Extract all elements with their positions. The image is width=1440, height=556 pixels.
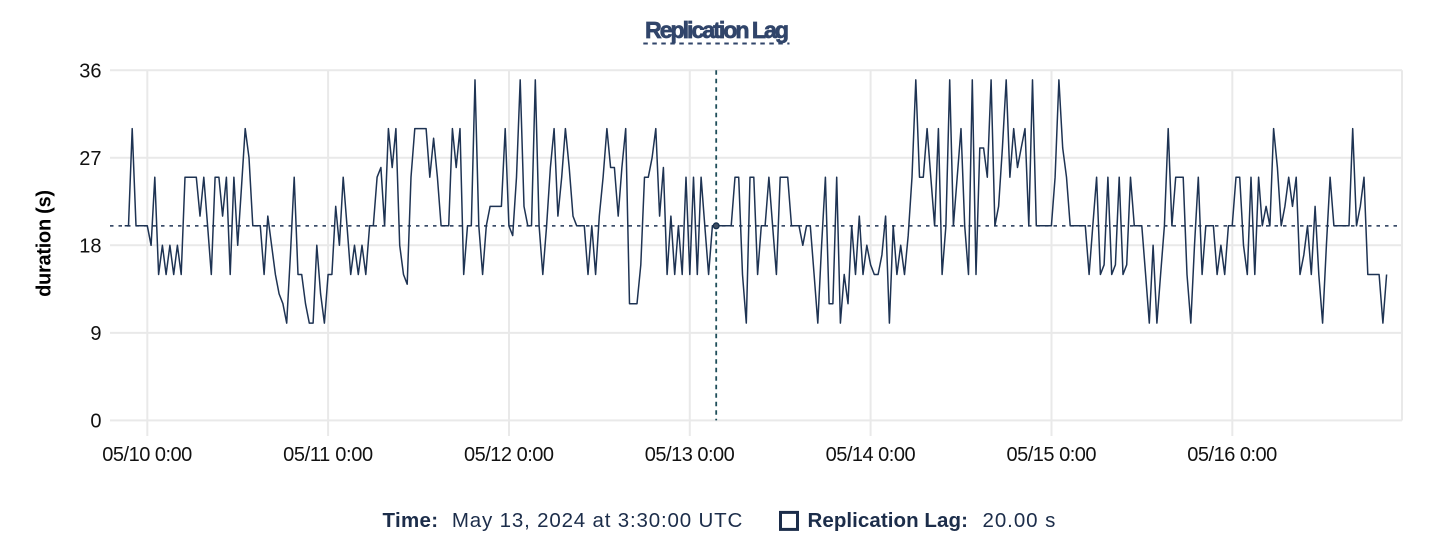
- svg-text:05/10 0:00: 05/10 0:00: [102, 444, 192, 466]
- svg-text:05/14 0:00: 05/14 0:00: [826, 444, 916, 466]
- svg-text:05/13 0:00: 05/13 0:00: [645, 444, 735, 466]
- svg-text:05/16 0:00: 05/16 0:00: [1187, 444, 1277, 466]
- svg-text:Time:: Time:: [383, 509, 439, 532]
- svg-text:duration (s): duration (s): [34, 190, 56, 297]
- svg-text:18: 18: [79, 236, 101, 258]
- svg-text:Replication Lag: Replication Lag: [645, 17, 789, 43]
- svg-text:27: 27: [79, 148, 101, 170]
- svg-text:0: 0: [90, 411, 101, 433]
- svg-text:May 13, 2024 at 3:30:00 UTC: May 13, 2024 at 3:30:00 UTC: [452, 509, 743, 532]
- svg-text:20.00 s: 20.00 s: [983, 509, 1056, 532]
- svg-text:Replication Lag:: Replication Lag:: [808, 509, 968, 532]
- svg-text:05/12 0:00: 05/12 0:00: [464, 444, 554, 466]
- svg-text:36: 36: [79, 60, 101, 82]
- svg-text:9: 9: [90, 323, 101, 345]
- svg-text:05/11 0:00: 05/11 0:00: [283, 444, 373, 466]
- svg-text:05/15 0:00: 05/15 0:00: [1007, 444, 1097, 466]
